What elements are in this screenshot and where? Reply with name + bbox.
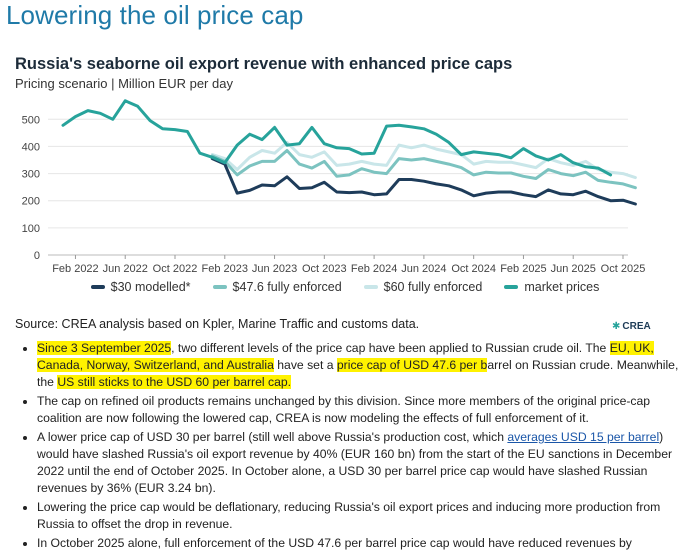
legend-swatch xyxy=(212,285,227,289)
legend-label: $30 modelled* xyxy=(110,280,191,294)
source-note: Source: CREA analysis based on Kpler, Ma… xyxy=(15,317,420,331)
crea-logo-icon: ✱ xyxy=(612,321,621,332)
list-item: Lowering the price cap would be deflatio… xyxy=(20,499,684,533)
legend-swatch xyxy=(90,285,105,289)
list-item: Since 3 September 2025, two different le… xyxy=(20,340,684,391)
x-tick-label: Oct 2025 xyxy=(601,263,646,275)
bullet-list: Since 3 September 2025, two different le… xyxy=(20,340,684,551)
y-tick-label: 100 xyxy=(22,223,40,235)
chart-title: Russia's seaborne oil export revenue wit… xyxy=(15,55,513,73)
grid-layer xyxy=(48,118,628,256)
page-heading: Lowering the oil price cap xyxy=(6,0,304,30)
x-tick-label: Jun 2024 xyxy=(401,263,446,275)
legend-label: market prices xyxy=(524,280,600,294)
list-item: The cap on refined oil products remains … xyxy=(20,393,684,427)
highlight: price cap of USD 47.6 per b xyxy=(336,358,488,372)
text-run: A lower price cap of USD 30 per barrel (… xyxy=(37,430,508,444)
crea-logo: ✱ CREA xyxy=(612,321,651,332)
legend-swatch xyxy=(504,285,519,289)
y-tick-label: 300 xyxy=(22,169,40,181)
legend-item-30-modelled[interactable]: $30 modelled* xyxy=(90,280,191,294)
crea-logo-text: CREA xyxy=(622,321,651,332)
y-axis-ticks: 0 100 200 300 400 500 xyxy=(22,114,40,262)
x-tick-label: Oct 2023 xyxy=(302,263,347,275)
series-line--30-modelled- xyxy=(210,157,637,206)
x-tick-label: Feb 2024 xyxy=(351,263,397,275)
line-chart: 0 100 200 300 400 500 Feb 2022 Jun 2022 Oct 202… xyxy=(22,99,645,275)
x-tick-label: Feb 2022 xyxy=(52,263,98,275)
highlight: Since 3 September 2025 xyxy=(37,341,172,355)
highlight: US still sticks to the USD 60 per barrel… xyxy=(57,375,292,389)
legend-label: $60 fully enforced xyxy=(383,280,483,294)
list-item: In October 2025 alone, full enforcement … xyxy=(20,535,684,551)
series-line--47-6-fully-enforced xyxy=(210,149,637,190)
legend-item-47-6-enforced[interactable]: $47.6 fully enforced xyxy=(212,280,342,294)
legend-swatch xyxy=(363,285,378,289)
y-tick-label: 200 xyxy=(22,196,40,208)
y-tick-label: 500 xyxy=(22,114,40,126)
x-tick-label: Jun 2022 xyxy=(103,263,148,275)
legend-item-60-enforced[interactable]: $60 fully enforced xyxy=(363,280,483,294)
chart-subtitle: Pricing scenario | Million EUR per day xyxy=(15,76,233,91)
y-tick-label: 400 xyxy=(22,141,40,153)
x-tick-label: Oct 2024 xyxy=(451,263,496,275)
y-tick-label: 0 xyxy=(34,250,40,262)
series-line--60-fully-enforced xyxy=(210,140,637,180)
text-run: arrel on Russian crude. Meanwhile, the xyxy=(37,358,679,389)
x-tick-label: Oct 2022 xyxy=(153,263,198,275)
text-run: , two different levels of the price cap … xyxy=(171,341,610,355)
chart-legend: $30 modelled* $47.6 fully enforced $60 f… xyxy=(0,280,690,294)
x-tick-label: Jun 2025 xyxy=(551,263,596,275)
series-layer xyxy=(61,99,637,206)
x-tick-label: Feb 2025 xyxy=(500,263,546,275)
legend-item-market-prices[interactable]: market prices xyxy=(504,280,599,294)
series-line-market-prices xyxy=(61,99,613,177)
legend-label: $47.6 fully enforced xyxy=(232,280,342,294)
list-item: A lower price cap of USD 30 per barrel (… xyxy=(20,429,684,497)
text-run: ) would have slashed Russia's oil export… xyxy=(37,430,673,495)
x-tick-label: Feb 2023 xyxy=(202,263,248,275)
text-run: have set a xyxy=(273,358,337,372)
x-tick-label: Jun 2023 xyxy=(252,263,297,275)
averages-link[interactable]: averages USD 15 per barrel xyxy=(507,430,660,444)
x-axis-ticks: Feb 2022 Jun 2022 Oct 2022 Feb 2023 Jun 2023… xyxy=(52,255,645,275)
